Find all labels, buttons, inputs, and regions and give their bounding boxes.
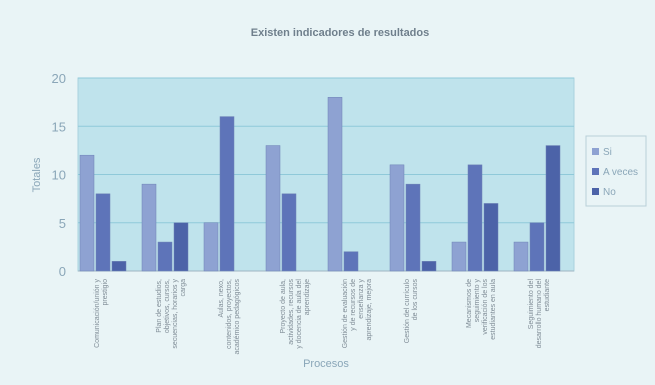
category-label: Aulas, nexo,contenidos, proyectos,académ…	[218, 279, 241, 355]
svg-text:Comunicación/unión yprestigio: Comunicación/unión yprestigio	[94, 279, 109, 348]
bar	[405, 183, 421, 272]
y-tick-label: 20	[52, 71, 66, 86]
bar	[389, 164, 405, 272]
y-tick-label: 15	[52, 119, 66, 134]
bar	[513, 241, 529, 272]
bar	[157, 241, 173, 272]
bar	[483, 203, 499, 272]
bar	[467, 164, 483, 272]
bars	[79, 97, 561, 272]
bar	[529, 222, 545, 272]
bar	[79, 154, 95, 272]
svg-text:Plan de estudios,objetivos, cu: Plan de estudios,objetivos, cursos,secue…	[156, 279, 187, 349]
svg-text:Gestión del currículode los cu: Gestión del currículode los cursos	[404, 279, 419, 344]
category-labels: Comunicación/unión yprestigio Plan de est…	[94, 279, 551, 355]
bar	[281, 193, 297, 272]
category-label: Plan de estudios,objetivos, cursos,secue…	[156, 279, 187, 349]
legend-swatch	[592, 188, 599, 195]
bar	[545, 145, 561, 272]
legend-swatch	[592, 148, 599, 155]
category-label: Proyecto de aula,actividades, recursosy …	[280, 279, 311, 349]
category-label: Gestión del currículode los cursos	[404, 279, 419, 344]
bar	[421, 261, 437, 272]
legend-swatch	[592, 168, 599, 175]
bar	[111, 261, 127, 272]
bar	[327, 97, 343, 272]
x-axis-title: Procesos	[303, 358, 349, 370]
y-tick-label: 10	[52, 168, 66, 183]
legend-label: No	[603, 187, 616, 198]
y-tick-label: 0	[59, 264, 66, 279]
svg-text:Mecanismos deseguimiento yveri: Mecanismos deseguimiento yverificación d…	[466, 279, 497, 340]
category-label: Seguimiento deldesarrollo humano delestu…	[528, 279, 551, 349]
chart-title: Existen indicadores de resultados	[251, 27, 430, 39]
bar	[265, 145, 281, 272]
y-axis-ticks: 0 5 10 15 20	[52, 71, 66, 279]
legend: Si A veces No	[585, 135, 647, 207]
bar	[219, 116, 235, 272]
y-tick-label: 5	[59, 216, 66, 231]
svg-text:Aulas, nexo,contenidos, proyec: Aulas, nexo,contenidos, proyectos,académ…	[218, 279, 241, 355]
category-label: Mecanismos deseguimiento yverificación d…	[466, 279, 497, 340]
y-axis-title: Totales	[31, 157, 43, 192]
bar	[141, 183, 157, 272]
bar	[343, 251, 359, 272]
svg-text:Gestión de evaluacióny de recu: Gestión de evaluacióny de recursos deens…	[342, 279, 373, 349]
legend-label: A veces	[603, 167, 638, 178]
bar	[451, 241, 467, 272]
svg-text:Seguimiento deldesarrollo huma: Seguimiento deldesarrollo humano delestu…	[528, 279, 551, 349]
bar	[173, 222, 189, 272]
category-label: Gestión de evaluacióny de recursos deens…	[342, 279, 373, 349]
category-label: Comunicación/unión yprestigio	[94, 279, 109, 348]
legend-label: Si	[603, 147, 612, 158]
bar	[203, 222, 219, 272]
svg-text:Proyecto de aula,actividades,: Proyecto de aula,actividades, recursosy …	[280, 279, 311, 349]
bar	[95, 193, 111, 272]
